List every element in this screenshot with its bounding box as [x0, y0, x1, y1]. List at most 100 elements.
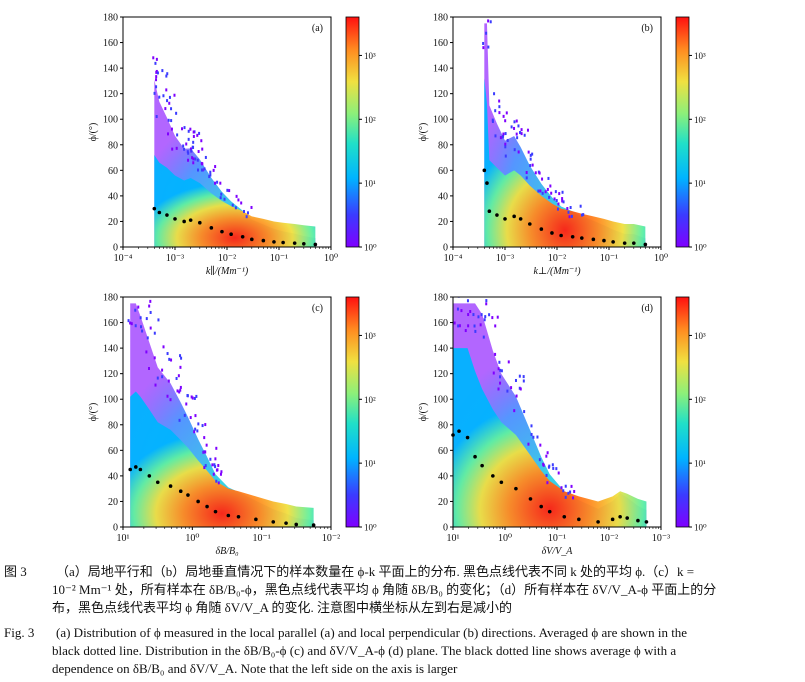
y-tick-label: 20 — [438, 217, 448, 228]
y-tick-label: 80 — [438, 140, 448, 151]
fringe-pixel — [201, 424, 204, 428]
fringe-pixel — [498, 99, 501, 103]
fringe-pixel — [178, 418, 181, 422]
panel-d: 0 20 40 60 80 100 120 140 160 180 10¹ 10⁰ 10⁻¹ 10⁻² 10… — [418, 277, 707, 558]
fringe-pixel — [551, 463, 554, 467]
figure-canvas: 0 20 40 60 80 100 120 140 160 180 10⁻⁴ 10⁻³ 10⁻² 10⁻¹… — [88, 13, 707, 558]
fringe-pixel — [504, 145, 507, 149]
fringe-pixel — [141, 329, 144, 333]
fringe-pixel — [212, 472, 215, 476]
fringe-pixel — [219, 196, 222, 200]
caption-en-line3: dependence on δB/B₀ and δV/V_A. Note tha… — [52, 661, 458, 676]
fringe-pixel — [148, 304, 151, 308]
fringe-pixel — [173, 93, 176, 97]
fringe-pixel — [183, 126, 186, 130]
average-point — [512, 214, 516, 219]
colorbar — [345, 16, 360, 248]
fringe-pixel — [457, 324, 460, 328]
fringe-pixel — [582, 213, 585, 217]
fringe-pixel — [515, 119, 518, 123]
panel-a: 0 20 40 60 80 100 120 140 160 180 10⁻⁴ 10⁻³ 10⁻² 10⁻¹… — [88, 13, 377, 278]
fringe-pixel — [548, 195, 551, 199]
x-tick-label: 10¹ — [117, 533, 130, 544]
fringe-pixel — [531, 152, 534, 156]
colorbar — [345, 296, 360, 528]
fringe-pixel — [513, 148, 516, 152]
fringe-pixel — [556, 207, 559, 211]
average-point — [272, 240, 276, 244]
fringe-pixel — [175, 111, 178, 115]
fringe-pixel — [468, 277, 470, 280]
fringe-pixel — [520, 132, 523, 136]
fringe-pixel — [516, 136, 519, 140]
average-point — [209, 226, 214, 230]
fringe-pixel — [491, 119, 494, 123]
fringe-pixel — [246, 211, 249, 215]
fringe-pixel — [215, 468, 218, 472]
fringe-pixel — [243, 209, 246, 213]
fringe-pixel — [449, 299, 451, 302]
fringe-pixel — [161, 69, 164, 73]
fringe-pixel — [494, 324, 497, 328]
density-field — [482, 17, 646, 247]
fringe-pixel — [131, 278, 133, 281]
average-point — [577, 517, 581, 522]
average-point — [196, 499, 200, 504]
fringe-pixel — [157, 318, 160, 322]
fringe-pixel — [166, 72, 169, 76]
y-tick-label: 120 — [433, 89, 448, 100]
panel-b: 0 20 40 60 80 100 120 140 160 180 10⁻⁴ 10⁻³ 10⁻² 10⁻¹… — [418, 13, 707, 278]
fringe-pixel — [190, 149, 193, 153]
colorbar-label: 10³ — [364, 331, 376, 341]
caption-cn-line2: 10⁻² Mm⁻¹ 处，所有样本在 δB/B₀-ϕ，黑色点线代表平均 ϕ 角随 … — [52, 582, 717, 597]
fringe-pixel — [492, 371, 495, 375]
fringe-pixel — [155, 115, 158, 119]
average-point — [311, 523, 316, 527]
y-tick-label: 120 — [103, 369, 118, 380]
fringe-pixel — [523, 410, 526, 414]
fringe-pixel — [550, 191, 553, 195]
fringe-pixel — [504, 132, 507, 136]
fringe-pixel — [211, 463, 214, 467]
fringe-pixel — [195, 394, 198, 398]
x-tick-label: 10⁻³ — [652, 533, 670, 544]
fringe-pixel — [555, 467, 558, 471]
colorbar-label: 10² — [364, 115, 376, 125]
fringe-pixel — [203, 436, 206, 440]
fringe-pixel — [170, 107, 173, 111]
fringe-pixel — [176, 389, 179, 393]
average-point — [570, 234, 575, 239]
fringe-pixel — [165, 74, 168, 78]
fringe-pixel — [487, 19, 490, 23]
fringe-pixel — [134, 308, 137, 312]
average-point — [643, 242, 648, 247]
fringe-pixel — [193, 396, 196, 400]
y-tick-label: 40 — [108, 471, 118, 482]
fringe-pixel — [500, 369, 503, 373]
average-point — [134, 465, 138, 469]
fringe-pixel — [494, 352, 497, 356]
fringe-pixel — [204, 155, 207, 159]
fringe-pixel — [517, 124, 520, 128]
average-point — [528, 222, 532, 226]
fringe-pixel — [209, 457, 212, 461]
average-point — [284, 521, 288, 525]
fringe-pixel — [153, 331, 156, 335]
fringe-pixel — [561, 199, 564, 203]
fringe-pixel — [539, 443, 542, 447]
fringe-pixel — [189, 147, 192, 151]
fringe-pixel — [514, 378, 517, 382]
fringe-pixel — [525, 176, 528, 180]
fringe-pixel — [473, 324, 476, 328]
fringe-pixel — [549, 184, 552, 188]
fringe-pixel — [504, 119, 507, 123]
fringe-pixel — [139, 281, 141, 284]
fringe-pixel — [155, 75, 158, 79]
fringe-pixel — [545, 473, 548, 477]
average-point — [495, 213, 499, 217]
fringe-pixel — [194, 427, 197, 431]
fringe-pixel — [166, 352, 169, 356]
fringe-pixel — [212, 168, 215, 172]
average-point — [625, 516, 629, 520]
fringe-pixel — [557, 471, 560, 475]
